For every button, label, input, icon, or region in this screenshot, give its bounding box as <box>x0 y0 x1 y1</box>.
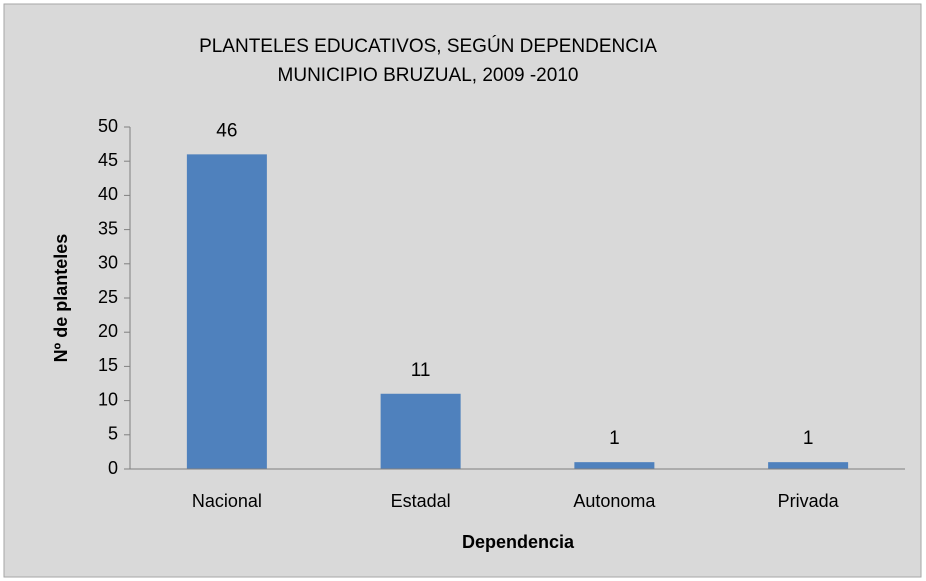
chart-subtitle: MUNICIPIO BRUZUAL, 2009 -2010 <box>278 65 579 86</box>
data-label: 1 <box>803 428 814 449</box>
y-tick-label: 50 <box>98 116 118 136</box>
y-tick-label: 40 <box>98 184 118 204</box>
x-tick-label: Autonoma <box>573 491 656 511</box>
y-tick-label: 15 <box>98 355 118 375</box>
chart-title: PLANTELES EDUCATIVOS, SEGÚN DEPENDENCIA <box>199 35 657 57</box>
y-tick-label: 5 <box>108 424 118 444</box>
data-label: 1 <box>609 428 620 449</box>
y-tick-label: 45 <box>98 150 118 170</box>
data-label: 46 <box>216 120 237 141</box>
y-tick-label: 0 <box>108 458 118 478</box>
x-tick-label: Privada <box>778 491 840 511</box>
y-tick-label: 35 <box>98 218 118 238</box>
y-tick-label: 30 <box>98 253 118 273</box>
chart-background <box>3 3 922 578</box>
x-tick-label: Nacional <box>192 491 262 511</box>
bar <box>186 154 267 470</box>
bar <box>380 393 461 469</box>
data-label: 11 <box>411 360 431 381</box>
y-tick-label: 10 <box>98 389 118 409</box>
bar <box>768 462 849 469</box>
bar <box>574 462 655 469</box>
y-tick-label: 25 <box>98 287 118 307</box>
x-tick-label: Estadal <box>391 491 451 511</box>
y-axis-title: Nº de planteles <box>51 234 71 363</box>
y-tick-label: 20 <box>98 321 118 341</box>
x-axis-title: Dependencia <box>462 532 575 552</box>
